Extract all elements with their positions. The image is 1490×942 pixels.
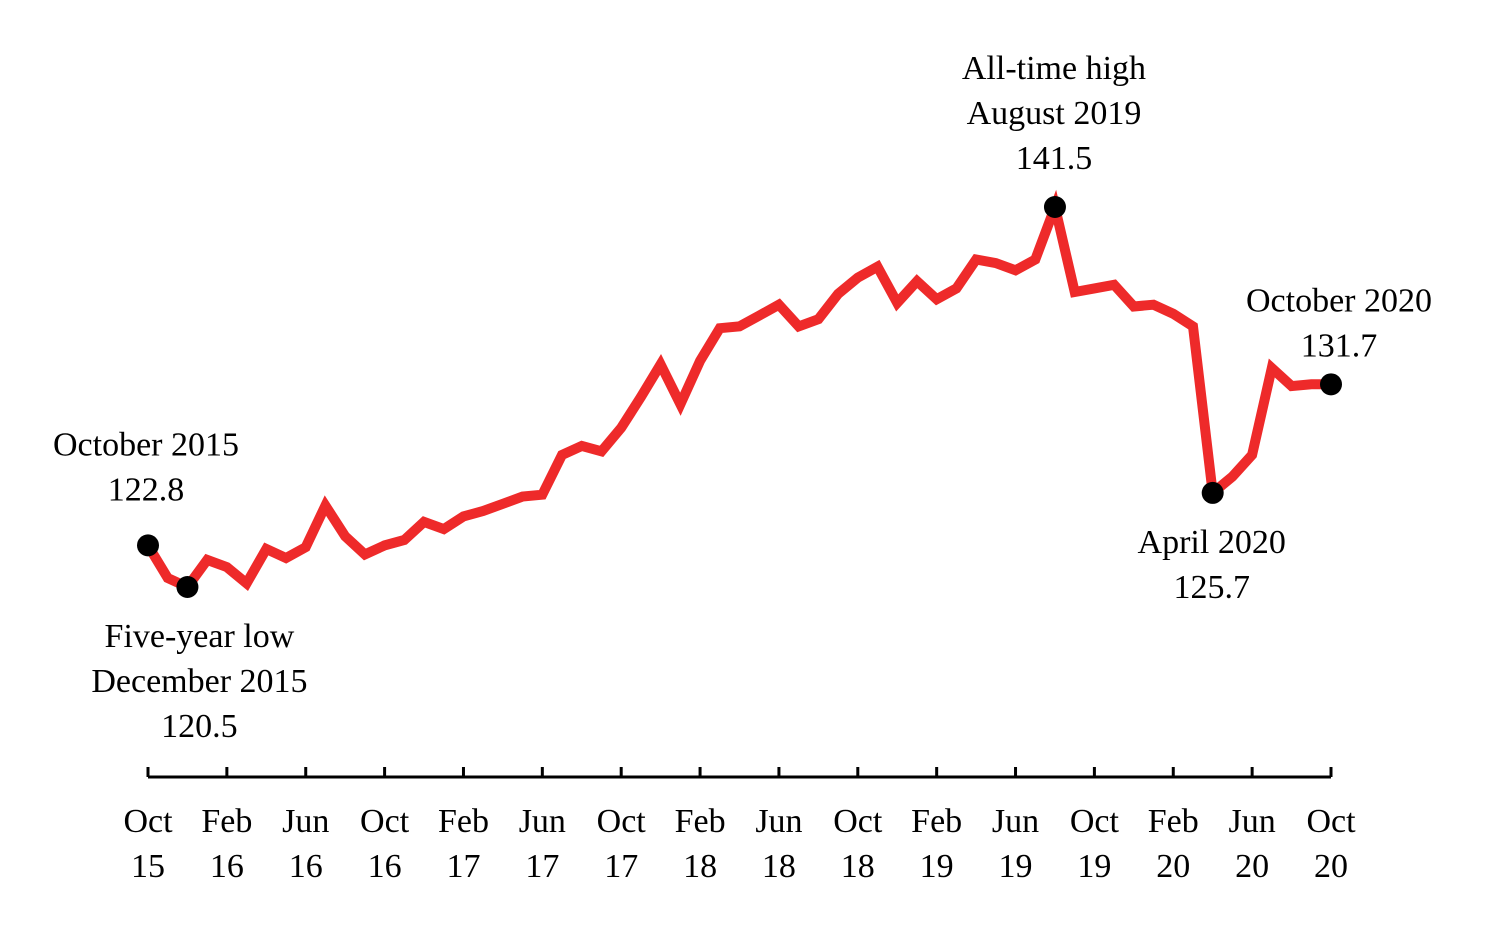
x-tick-label-month: Feb xyxy=(675,803,726,840)
annotation-point xyxy=(1320,373,1342,396)
x-tick-label-month: Oct xyxy=(123,803,173,840)
x-tick-label-month: Oct xyxy=(1306,803,1356,840)
annotation-label: October 2015 122.8 xyxy=(53,426,239,508)
annotation-label-line: 141.5 xyxy=(1016,140,1093,177)
x-tick-label-year: 17 xyxy=(604,848,638,885)
annotation-label-line: December 2015 xyxy=(91,663,307,700)
x-tick-label-month: Oct xyxy=(1070,803,1120,840)
annotation-label-line: April 2020 xyxy=(1138,524,1286,561)
x-tick-label: Oct 17 xyxy=(597,803,647,885)
x-tick-label-year: 19 xyxy=(999,848,1033,885)
x-tick-label-month: Feb xyxy=(911,803,962,840)
annotation-point xyxy=(176,576,199,598)
x-tick-label-month: Oct xyxy=(597,803,647,840)
annotation-label-line: 120.5 xyxy=(161,708,238,745)
x-tick-label: Jun 16 xyxy=(282,803,329,885)
x-tick-label: Feb 18 xyxy=(675,803,726,885)
x-tick-label: Jun 18 xyxy=(755,803,802,885)
x-tick-label: Feb 17 xyxy=(438,803,489,885)
x-tick-label: Feb 16 xyxy=(201,803,252,885)
x-tick-label-year: 17 xyxy=(525,848,559,885)
x-tick-label-year: 16 xyxy=(368,848,402,885)
x-tick-label: Jun 19 xyxy=(992,803,1039,885)
x-tick-label-year: 16 xyxy=(210,848,244,885)
x-tick-label-month: Feb xyxy=(201,803,252,840)
annotation-label-line: 131.7 xyxy=(1301,327,1378,364)
x-tick-label-year: 18 xyxy=(762,848,796,885)
x-tick-label: Oct 20 xyxy=(1306,803,1356,885)
annotation-label: October 2020 131.7 xyxy=(1246,282,1432,364)
annotation-point xyxy=(1043,196,1066,218)
x-tick-label-year: 15 xyxy=(131,848,165,885)
annotation-point xyxy=(1201,481,1224,504)
x-tick-label-year: 20 xyxy=(1314,848,1348,885)
x-tick-label-month: Jun xyxy=(755,803,802,840)
annotation-label: April 2020 125.7 xyxy=(1138,524,1286,606)
annotation-label-line: August 2019 xyxy=(967,95,1142,132)
annotation-label-line: 122.8 xyxy=(108,471,185,508)
x-tick-label: Feb 20 xyxy=(1148,803,1199,885)
series-line-group xyxy=(143,189,1331,594)
x-tick-label-month: Oct xyxy=(360,803,410,840)
x-tick-label-year: 20 xyxy=(1156,848,1190,885)
x-tick-label-year: 16 xyxy=(289,848,323,885)
annotation-label: All-time high August 2019 141.5 xyxy=(962,50,1146,177)
x-tick-label-year: 19 xyxy=(1077,848,1111,885)
annotation-point xyxy=(137,534,159,557)
x-tick-label: Jun 17 xyxy=(519,803,566,885)
x-tick-label: Oct 16 xyxy=(360,803,410,885)
annotation-label-line: October 2015 xyxy=(53,426,239,463)
annotation-markers xyxy=(137,196,1342,598)
x-tick-label-year: 18 xyxy=(683,848,717,885)
x-tick-label-month: Jun xyxy=(282,803,329,840)
x-tick-label: Jun 20 xyxy=(1229,803,1276,885)
x-tick-label-month: Feb xyxy=(438,803,489,840)
annotation-label-line: October 2020 xyxy=(1246,282,1432,319)
annotation-label-line: All-time high xyxy=(962,50,1146,87)
series-line xyxy=(143,189,1331,594)
x-tick-label-year: 19 xyxy=(920,848,954,885)
annotation-label-line: Five-year low xyxy=(105,618,295,655)
x-tick-label-month: Jun xyxy=(519,803,566,840)
x-tick-label-month: Jun xyxy=(992,803,1039,840)
x-tick-label: Oct 18 xyxy=(833,803,883,885)
x-tick-label-month: Oct xyxy=(833,803,883,840)
annotation-label: Five-year low December 2015 120.5 xyxy=(91,618,307,745)
x-tick-labels: Oct 15 Feb 16 Jun 16 Oct 16 Feb 17 Jun 17 Oct 17 Feb 18… xyxy=(123,803,1356,885)
x-tick-label-year: 18 xyxy=(841,848,875,885)
annotation-label-line: 125.7 xyxy=(1173,569,1250,606)
x-tick-label: Feb 19 xyxy=(911,803,962,885)
x-tick-label-month: Jun xyxy=(1229,803,1276,840)
x-axis xyxy=(146,767,1333,779)
annotation-labels: October 2015 122.8 Five-year low December 2… xyxy=(53,50,1432,745)
x-tick-label: Oct 15 xyxy=(123,803,173,885)
x-tick-label-year: 17 xyxy=(446,848,480,885)
x-tick-label-year: 20 xyxy=(1235,848,1269,885)
x-tick-label: Oct 19 xyxy=(1070,803,1120,885)
x-tick-label-month: Feb xyxy=(1148,803,1199,840)
